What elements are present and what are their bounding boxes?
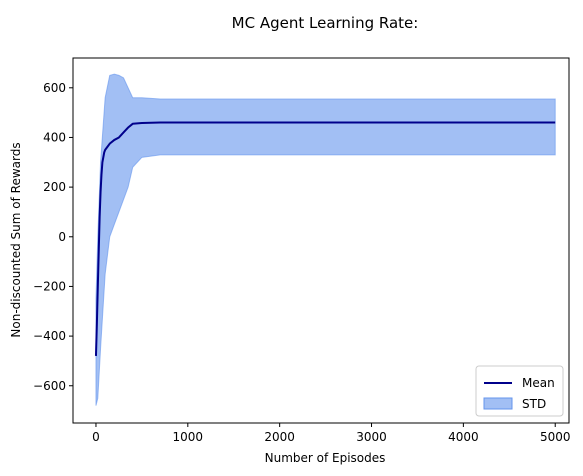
y-tick-label: −400 bbox=[33, 329, 66, 343]
x-tick-label: 1000 bbox=[173, 430, 204, 444]
y-tick-label: −600 bbox=[33, 379, 66, 393]
y-tick-label: 400 bbox=[43, 130, 66, 144]
y-tick-label: −200 bbox=[33, 279, 66, 293]
x-tick-label: 4000 bbox=[448, 430, 479, 444]
std-band bbox=[95, 73, 556, 406]
y-tick-label: 200 bbox=[43, 180, 66, 194]
legend-std-label: STD bbox=[522, 397, 546, 411]
x-axis: 0 1000 2000 3000 4000 5000 bbox=[92, 423, 570, 444]
axes-frame bbox=[72, 57, 570, 424]
y-tick-label: 600 bbox=[43, 81, 66, 95]
legend-std-swatch bbox=[483, 397, 513, 410]
x-axis-label: Number of Episodes bbox=[265, 451, 386, 465]
x-tick-label: 0 bbox=[92, 430, 100, 444]
x-tick-label: 2000 bbox=[264, 430, 295, 444]
y-axis-label: Non-discounted Sum of Rewards bbox=[9, 142, 23, 337]
chart-title: MC Agent Learning Rate: bbox=[232, 14, 419, 32]
x-tick-label: 5000 bbox=[540, 430, 571, 444]
legend-mean-label: Mean bbox=[522, 376, 555, 390]
y-tick-label: 0 bbox=[58, 230, 66, 244]
plot-area bbox=[94, 73, 556, 406]
mean-line bbox=[94, 121, 556, 356]
legend: Mean STD bbox=[475, 365, 564, 417]
y-axis: −600 −400 −200 0 200 400 600 bbox=[33, 81, 73, 393]
x-tick-label: 3000 bbox=[356, 430, 387, 444]
